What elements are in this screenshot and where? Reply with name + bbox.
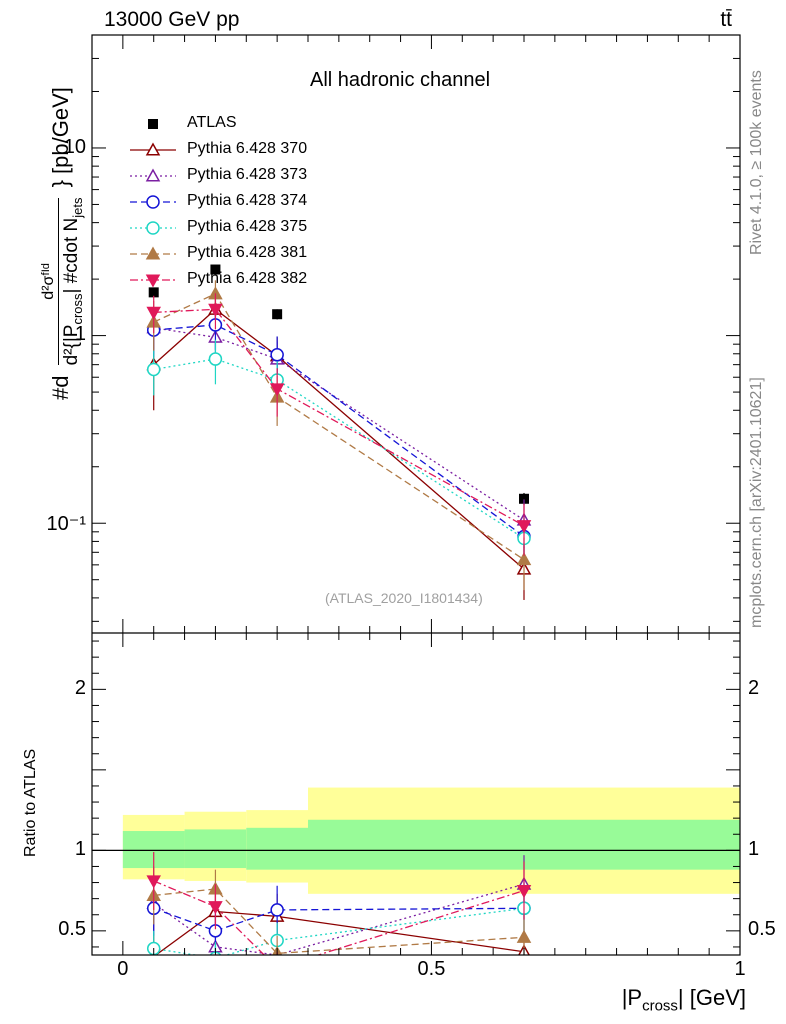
data-point xyxy=(272,309,283,320)
series-pythia-6-428-375 xyxy=(146,339,531,568)
analysis-watermark: (ATLAS_2020_I1801434) xyxy=(325,590,483,606)
ratio-y-tick-label: 0.5 xyxy=(58,918,86,941)
ratio-uncertainty-bands xyxy=(92,787,740,894)
ratio-series-pythia-6-428-370 xyxy=(150,890,530,955)
x-label-post: | [GeV] xyxy=(677,985,746,1010)
legend-label-pythia-6-428-370: Pythia 6.428 370 xyxy=(187,140,308,157)
rivet-label: Rivet 4.1.0, ≥ 100k events xyxy=(748,70,765,255)
stat-uncertainty-band xyxy=(184,829,247,869)
x-tick-label: 0 xyxy=(117,957,129,980)
ratio-point xyxy=(516,929,532,943)
ratio-y-tick-label: 1 xyxy=(74,837,86,860)
data-point xyxy=(146,362,161,377)
legend-label-pythia-6-428-374: Pythia 6.428 374 xyxy=(187,192,308,209)
legend-label-atlas: ATLAS xyxy=(187,114,237,131)
data-point xyxy=(148,287,159,298)
main-series-group xyxy=(146,264,532,600)
main-y-tick-label: 10 xyxy=(63,135,86,158)
ratio-series-group xyxy=(146,851,532,974)
ratio-y-tick-label-right: 2 xyxy=(748,676,760,699)
y-label-sub-jets: jets xyxy=(69,197,85,218)
plot-title: All hadronic channel xyxy=(310,69,491,91)
ratio-point xyxy=(146,875,161,889)
x-tick-label: 0.5 xyxy=(417,957,446,980)
y-label-sub-cross: cross xyxy=(69,293,85,325)
data-point xyxy=(208,352,223,366)
series-pythia-6-428-381 xyxy=(146,280,532,591)
x-label-sub: cross xyxy=(642,997,678,1015)
data-point xyxy=(270,348,284,362)
axes-frame xyxy=(91,34,741,956)
main-y-tick-label: 10⁻¹ xyxy=(46,512,86,535)
series-atlas xyxy=(148,264,529,506)
legend xyxy=(130,119,176,288)
data-point xyxy=(516,520,532,534)
y-label-mid: | #cdot N xyxy=(61,217,82,294)
ratio-point xyxy=(516,885,532,899)
legend-label-pythia-6-428-382: Pythia 6.428 382 xyxy=(187,270,308,287)
ratio-point xyxy=(208,901,223,915)
series-line xyxy=(153,292,525,561)
series-line xyxy=(153,308,525,527)
ratio-y-axis-label: Ratio to ATLAS xyxy=(22,748,39,857)
data-point xyxy=(208,303,223,317)
data-point xyxy=(516,552,532,566)
ratio-series-line xyxy=(153,907,525,932)
data-point xyxy=(519,493,529,504)
series-line xyxy=(153,308,525,570)
series-pythia-6-428-373 xyxy=(146,308,532,548)
ratio-y-tick-label: 2 xyxy=(74,676,86,699)
y-label-prefix: #d xyxy=(48,375,74,400)
ratio-point xyxy=(270,903,284,917)
energy-label: 13000 GeV pp xyxy=(104,8,240,31)
legend-marker-pythia-6-428-373 xyxy=(145,168,161,182)
legend-label-pythia-6-428-373: Pythia 6.428 373 xyxy=(187,166,308,183)
y-label-numerator: d²σᶠᴵᵈ xyxy=(40,263,57,300)
legend-marker-pythia-6-428-370 xyxy=(145,142,161,156)
series-line xyxy=(153,327,525,521)
legend-marker-pythia-6-428-374 xyxy=(146,195,160,209)
x-label-pre: |P xyxy=(621,985,643,1010)
legend-marker-pythia-6-428-382 xyxy=(145,274,161,288)
legend-label-pythia-6-428-375: Pythia 6.428 375 xyxy=(187,218,308,235)
ratio-y-tick-label-right: 1 xyxy=(748,837,760,860)
main-y-tick-label: 1 xyxy=(74,323,86,346)
series-pythia-6-428-382 xyxy=(146,293,532,556)
data-point xyxy=(210,264,221,275)
main-y-axis-label: #d d²σᶠᴵᵈ d²{|Pcross| #cdot Njets } [pb/… xyxy=(40,87,85,400)
data-point xyxy=(269,383,285,397)
mcplots-label: mcplots.cern.ch [arXiv:2401.10621] xyxy=(748,377,765,628)
ratio-series-pythia-6-428-382 xyxy=(146,851,532,974)
legend-marker-pythia-6-428-375 xyxy=(146,221,160,235)
ratio-series-line xyxy=(153,880,525,955)
legend-marker-pythia-6-428-381 xyxy=(145,246,161,260)
ratio-y-tick-label-right: 0.5 xyxy=(748,918,776,941)
ratio-point xyxy=(271,963,283,974)
x-axis-label: |Pcross| [GeV] xyxy=(622,985,746,1014)
stat-uncertainty-band xyxy=(246,827,308,870)
x-tick-label: 1 xyxy=(734,957,746,980)
plot-frame xyxy=(91,34,741,956)
series-line xyxy=(153,358,525,539)
data-point xyxy=(146,306,161,320)
legend-marker-atlas xyxy=(148,119,158,129)
ratio-series-pythia-6-428-375 xyxy=(146,882,531,955)
process-label: tt̄ xyxy=(720,8,732,31)
legend-label-pythia-6-428-381: Pythia 6.428 381 xyxy=(187,244,308,261)
series-pythia-6-428-370 xyxy=(146,293,532,600)
ratio-series-line xyxy=(154,910,525,955)
